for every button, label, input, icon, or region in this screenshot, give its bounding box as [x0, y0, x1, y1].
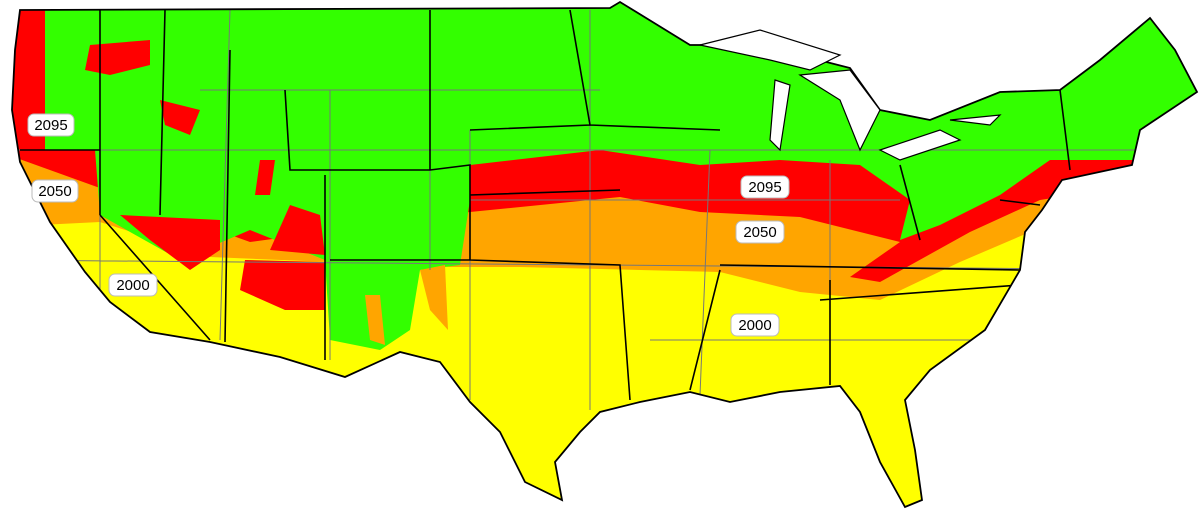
year-labels: 2095 2050 2000 2095 2050 2000	[27, 113, 790, 337]
great-lakes	[699, 29, 1002, 161]
year-label: 2095	[748, 179, 781, 196]
red-patch	[270, 205, 325, 255]
year-label: 2050	[743, 224, 776, 241]
label-box	[730, 313, 780, 337]
red-patch	[240, 260, 325, 310]
red-patch	[85, 40, 150, 75]
red-patch	[160, 100, 200, 135]
year-label: 2000	[116, 277, 149, 294]
year-label: 2000	[738, 317, 771, 334]
orange-patch	[365, 295, 385, 345]
label-box	[27, 113, 75, 137]
red-patch	[120, 215, 220, 270]
country-outline	[11, 0, 1199, 509]
label-box	[740, 175, 790, 199]
red-patch	[255, 160, 275, 195]
label-box	[31, 179, 79, 203]
state-borders	[20, 9, 1071, 401]
label-box	[735, 220, 785, 244]
orange-patch	[420, 265, 448, 330]
year-label: 2050	[38, 183, 71, 200]
year-label: 2095	[34, 117, 67, 134]
label-box	[108, 273, 158, 297]
